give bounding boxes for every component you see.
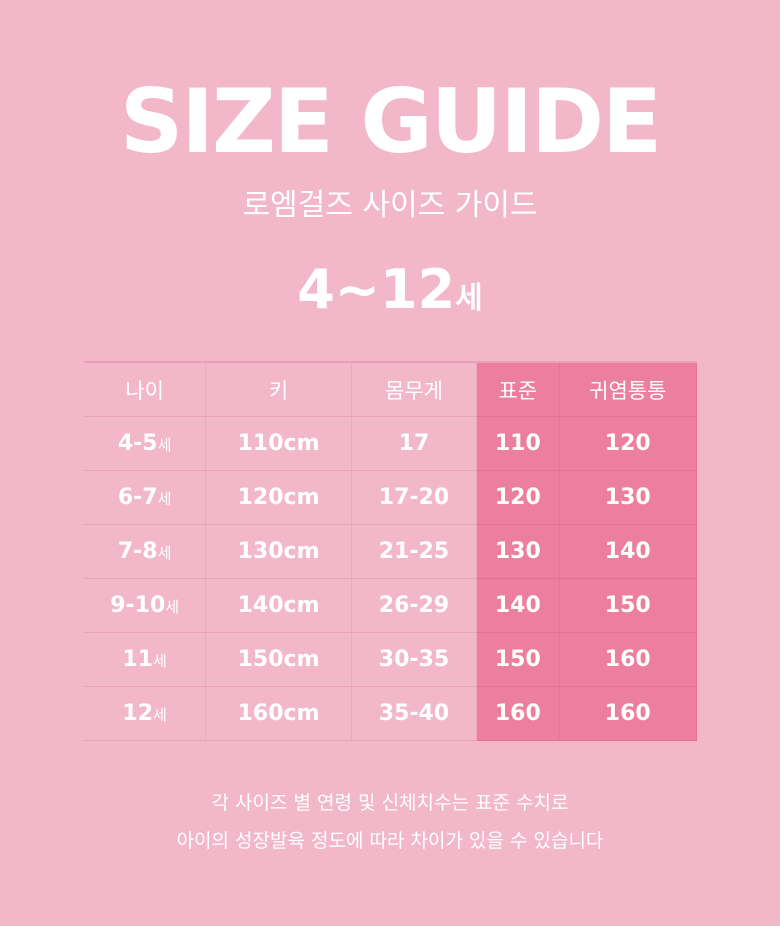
size-note: 각 사이즈 별 연령 및 신체치수는 표준 수치로 아이의 성장발육 정도에 따…: [0, 784, 780, 860]
cell-height: 160cm: [205, 686, 352, 741]
header-chubby: 귀염통통: [559, 362, 698, 417]
age-value: 4-5: [117, 431, 158, 456]
age-suffix: 세: [165, 598, 180, 616]
header-standard: 표준: [476, 362, 560, 417]
cell-height: 120cm: [205, 470, 352, 525]
header-weight: 몸무게: [351, 362, 478, 417]
cell-height: 140cm: [205, 578, 352, 633]
cell-standard: 150: [476, 632, 560, 687]
age-suffix: 세: [157, 436, 172, 454]
age-range: 4~12세: [0, 258, 780, 331]
cell-weight: 17-20: [351, 470, 478, 525]
table-row: 7-8세 130cm 21-25 130 140: [84, 524, 698, 579]
cell-chubby: 130: [559, 470, 698, 525]
note-line: 아이의 성장발육 정도에 따라 차이가 있을 수 있습니다: [176, 830, 604, 852]
age-suffix: 세: [157, 490, 172, 508]
header-age: 나이: [84, 362, 207, 417]
age-value: 7-8: [117, 539, 158, 564]
cell-chubby: 160: [559, 686, 698, 741]
cell-age: 4-5세: [84, 416, 207, 471]
cell-weight: 17: [351, 416, 478, 471]
cell-standard: 110: [476, 416, 560, 471]
age-value: 6-7: [117, 485, 158, 510]
age-suffix: 세: [153, 706, 167, 724]
table-row: 4-5세 110cm 17 110 120: [84, 416, 698, 471]
age-value: 11: [122, 647, 154, 672]
cell-standard: 160: [476, 686, 560, 741]
age-suffix: 세: [153, 652, 167, 670]
cell-weight: 30-35: [351, 632, 478, 687]
cell-standard: 120: [476, 470, 560, 525]
table-row: 11세 150cm 30-35 150 160: [84, 632, 698, 687]
cell-age: 6-7세: [84, 470, 207, 525]
table-header-row: 나이 키 몸무게 표준 귀염통통: [84, 362, 698, 417]
page-subtitle: 로엠걸즈 사이즈 가이드: [242, 188, 538, 223]
cell-height: 150cm: [205, 632, 352, 687]
cell-standard: 140: [476, 578, 560, 633]
cell-height: 110cm: [205, 416, 352, 471]
cell-age: 11세: [84, 632, 207, 687]
cell-chubby: 150: [559, 578, 698, 633]
table-row: 9-10세 140cm 26-29 140 150: [84, 578, 698, 633]
cell-age: 12세: [84, 686, 207, 741]
cell-chubby: 140: [559, 524, 698, 579]
page-title: SIZE GUIDE: [119, 70, 662, 173]
cell-age: 7-8세: [84, 524, 207, 579]
age-range-value: 4~12: [297, 258, 456, 321]
age-value: 12: [122, 701, 154, 726]
header-height: 키: [205, 362, 352, 417]
cell-weight: 35-40: [351, 686, 478, 741]
cell-chubby: 160: [559, 632, 698, 687]
cell-standard: 130: [476, 524, 560, 579]
cell-age: 9-10세: [84, 578, 207, 633]
cell-chubby: 120: [559, 416, 698, 471]
cell-weight: 26-29: [351, 578, 478, 633]
cell-height: 130cm: [205, 524, 352, 579]
cell-weight: 21-25: [351, 524, 478, 579]
age-suffix: 세: [157, 544, 172, 562]
size-table: 나이 키 몸무게 표준 귀염통통 4-5세 110cm 17 110 120 6-7세 12…: [84, 361, 698, 741]
age-range-suffix: 세: [455, 281, 483, 316]
table-row: 12세 160cm 35-40 160 160: [84, 686, 698, 741]
note-line: 각 사이즈 별 연령 및 신체치수는 표준 수치로: [211, 792, 569, 814]
table-row: 6-7세 120cm 17-20 120 130: [84, 470, 698, 525]
age-value: 9-10: [110, 593, 166, 618]
